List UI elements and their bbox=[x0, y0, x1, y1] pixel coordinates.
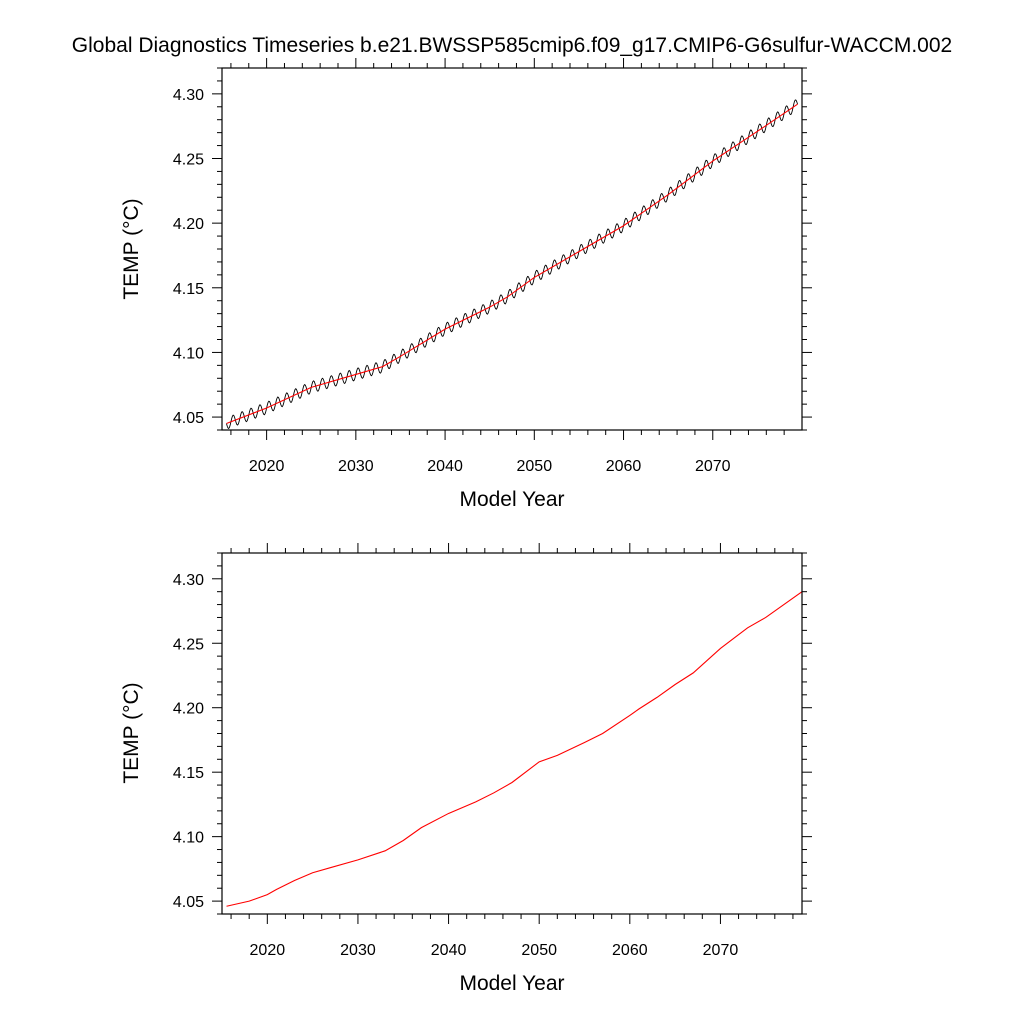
bottom-panel: Model Year TEMP (°C) 2020 2030 2040 2050 206… bbox=[120, 543, 812, 995]
top-annual-mean-series-line bbox=[226, 103, 798, 425]
x-tick-label: 2070 bbox=[703, 942, 739, 959]
y-tick-label: 4.25 bbox=[173, 152, 204, 169]
x-tick-label: 2030 bbox=[340, 942, 376, 959]
y-tick-label: 4.20 bbox=[173, 216, 204, 233]
x-tick-label: 2050 bbox=[521, 942, 557, 959]
y-tick-label: 4.25 bbox=[173, 636, 204, 653]
x-tick-label: 2050 bbox=[517, 458, 553, 475]
x-tick-label: 2060 bbox=[612, 942, 648, 959]
bottom-x-axis-label: Model Year bbox=[459, 972, 564, 995]
y-tick-label: 4.30 bbox=[173, 87, 204, 104]
y-tick-label: 4.30 bbox=[173, 572, 204, 589]
plot-frame bbox=[221, 67, 803, 431]
x-tick-label: 2030 bbox=[338, 458, 374, 475]
bottom-annual-mean-series-line bbox=[226, 591, 802, 907]
y-tick-label: 4.05 bbox=[173, 410, 204, 427]
x-tick-label: 2060 bbox=[606, 458, 642, 475]
y-tick-label: 4.10 bbox=[173, 345, 204, 362]
y-tick-label: 4.05 bbox=[173, 894, 204, 911]
bottom-y-axis-label: TEMP (°C) bbox=[120, 682, 143, 783]
x-tick-label: 2040 bbox=[427, 458, 463, 475]
plot-frame bbox=[221, 552, 803, 915]
y-tick-label: 4.20 bbox=[173, 701, 204, 718]
x-tick-label: 2040 bbox=[431, 942, 467, 959]
x-tick-label: 2020 bbox=[250, 942, 286, 959]
top-y-axis-label: TEMP (°C) bbox=[120, 198, 143, 299]
chart-title: Global Diagnostics Timeseries b.e21.BWSS… bbox=[72, 34, 952, 57]
x-tick-label: 2020 bbox=[249, 458, 285, 475]
y-tick-label: 4.10 bbox=[173, 830, 204, 847]
y-tick-label: 4.15 bbox=[173, 765, 204, 782]
x-tick-label: 2070 bbox=[695, 458, 731, 475]
top-x-axis-label: Model Year bbox=[459, 488, 564, 511]
top-monthly-series-line bbox=[226, 99, 798, 430]
top-panel: Model Year TEMP (°C) 2020 2030 2040 2050 206… bbox=[120, 58, 812, 511]
y-tick-label: 4.15 bbox=[173, 281, 204, 298]
